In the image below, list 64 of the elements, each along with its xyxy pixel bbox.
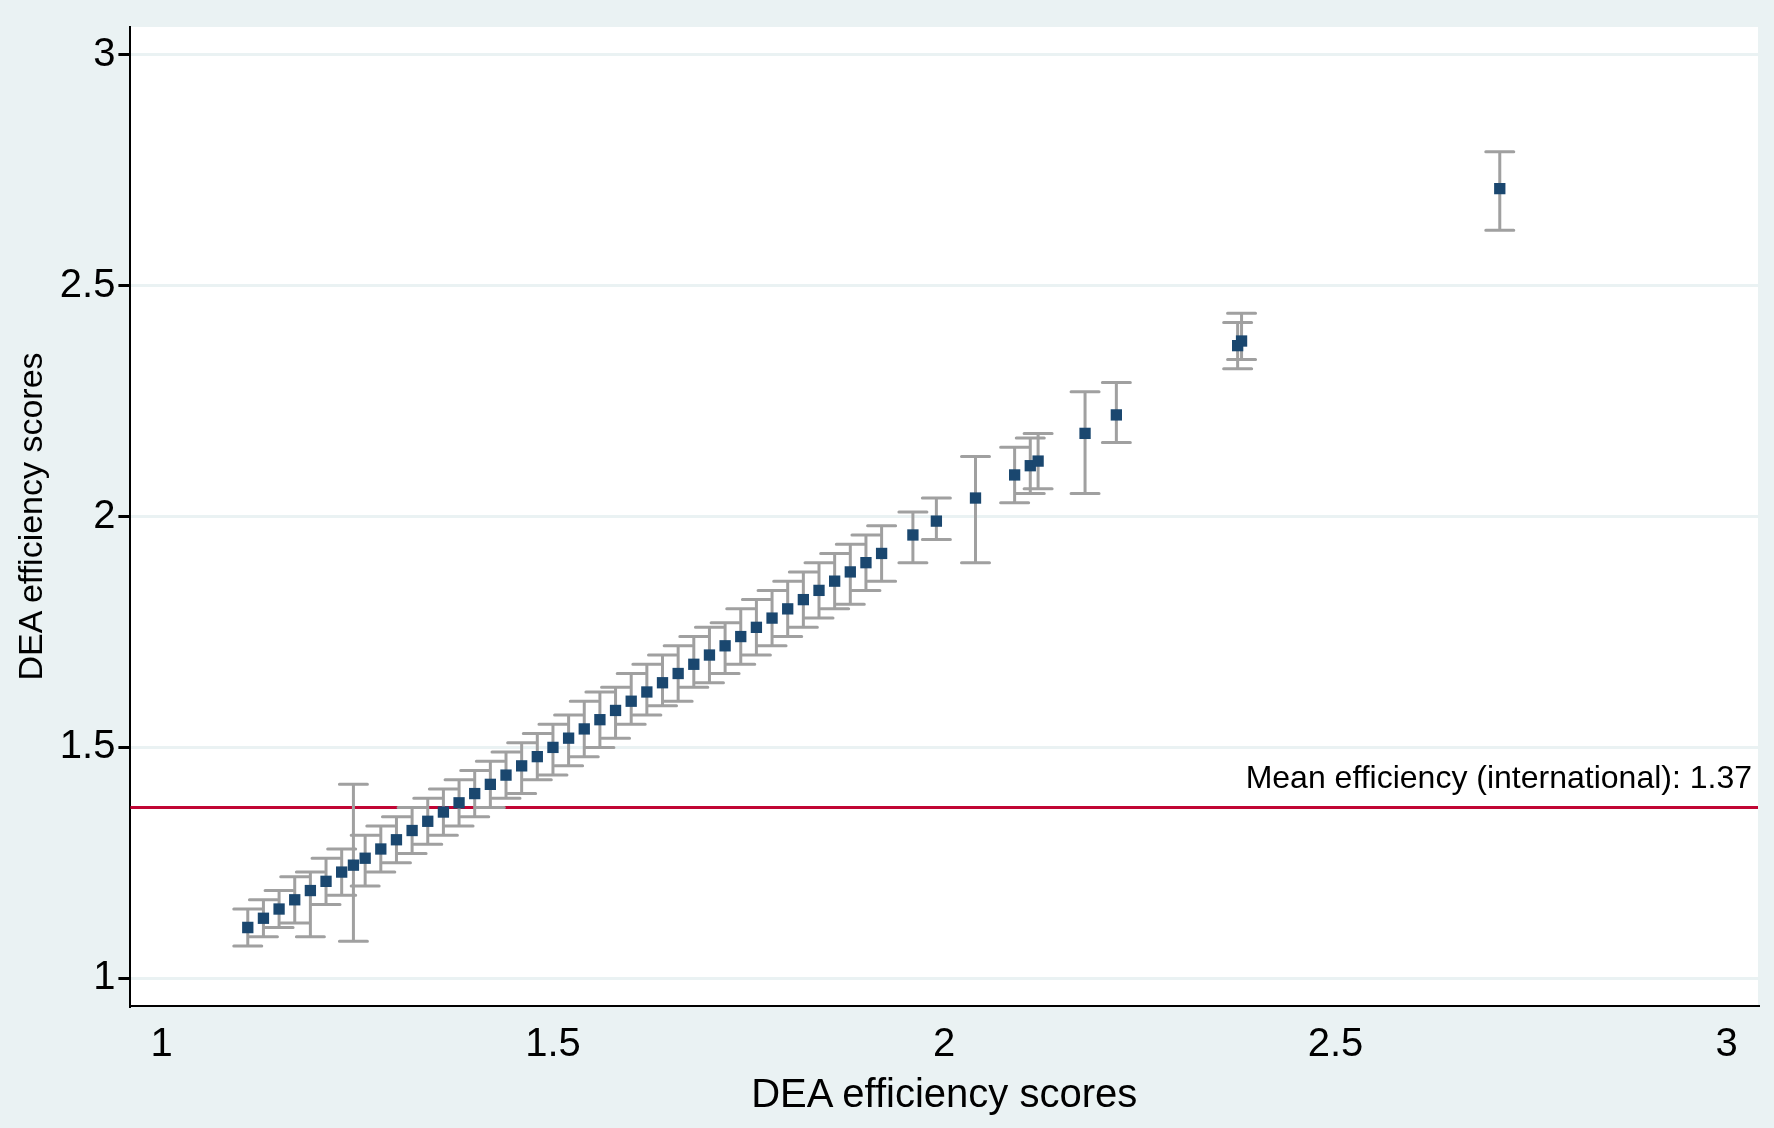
point	[875, 547, 888, 560]
point	[390, 834, 403, 846]
point	[860, 557, 872, 569]
y-tick-label: 2	[93, 491, 116, 536]
point	[625, 695, 637, 707]
point	[735, 630, 747, 643]
point	[907, 529, 919, 541]
point	[609, 704, 622, 717]
point	[1235, 335, 1248, 347]
point	[347, 859, 360, 871]
x-tick-label: 1	[150, 1020, 173, 1065]
point	[1494, 182, 1506, 195]
point	[797, 593, 810, 606]
point	[1110, 409, 1123, 421]
point	[562, 732, 575, 744]
point	[641, 686, 653, 698]
point	[375, 843, 387, 855]
point	[406, 824, 418, 837]
point	[422, 815, 434, 827]
point	[578, 723, 590, 735]
point	[969, 492, 982, 504]
point	[719, 640, 731, 652]
x-axis-title: DEA efficiency scores	[751, 1071, 1138, 1116]
point	[453, 797, 465, 809]
point	[531, 750, 543, 763]
point	[242, 921, 254, 934]
point	[750, 621, 763, 633]
point	[359, 852, 371, 864]
point	[500, 769, 512, 781]
y-tick-label: 2.5	[59, 260, 116, 305]
point	[1008, 469, 1021, 481]
point	[813, 584, 825, 597]
point	[1032, 455, 1044, 467]
point	[703, 649, 716, 661]
point	[257, 912, 270, 924]
point	[304, 884, 317, 897]
point	[516, 760, 528, 772]
point	[484, 778, 497, 790]
point	[656, 677, 669, 689]
x-tick-label: 2.5	[1307, 1020, 1364, 1065]
ref-line-label: Mean efficiency (international): 1.37	[1245, 759, 1752, 796]
x-tick-label: 3	[1715, 1020, 1738, 1065]
point	[782, 603, 794, 615]
point	[672, 667, 684, 680]
point	[688, 658, 700, 670]
x-tick-label: 1.5	[525, 1020, 581, 1065]
point	[930, 515, 943, 527]
y-axis-title: DEA efficiency scores	[10, 352, 49, 681]
point	[320, 875, 332, 887]
point	[469, 787, 481, 800]
point	[594, 714, 606, 726]
x-tick-label: 2	[933, 1020, 956, 1065]
y-tick-label: 1.5	[59, 722, 116, 767]
point	[1079, 427, 1091, 440]
point	[437, 806, 450, 818]
point	[547, 741, 559, 754]
point	[289, 894, 301, 906]
point	[829, 575, 841, 587]
y-tick-label: 1	[93, 953, 116, 998]
point	[766, 612, 778, 624]
point	[273, 903, 285, 915]
y-tick-label: 3	[93, 29, 116, 74]
point	[336, 866, 348, 878]
point	[844, 566, 856, 578]
